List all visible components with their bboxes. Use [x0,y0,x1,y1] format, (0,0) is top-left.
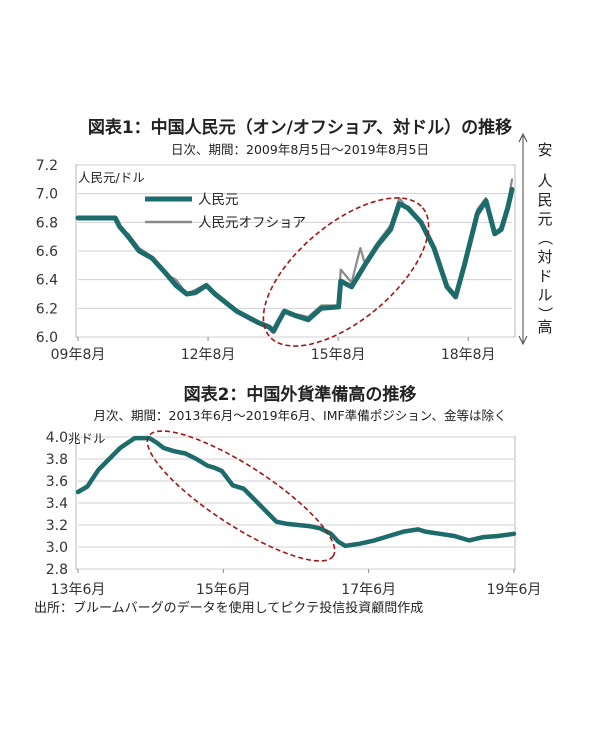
chart2-y-unit: 兆ドル [68,431,106,446]
side-arrow-down-head [518,335,528,346]
side-label-char: 対 [537,248,552,266]
x-tick-label: 15年6月 [196,582,251,598]
y-tick-label: 3.2 [46,518,68,534]
chart1: 図表1：中国人民元（オン/オフショア、対ドル）の推移 日次、期間：2009年8月… [36,117,554,363]
side-label-cheap: 安 [537,141,552,159]
y-tick-label: 3.8 [46,452,68,468]
y-tick-label: 6.0 [36,330,58,346]
series-line-onshore [75,186,515,334]
x-tick-label: 13年6月 [51,582,106,598]
side-label-char: 人 [537,172,552,190]
y-tick-label: 7.2 [36,158,58,174]
chart2-y-tick-labels: 2.8 3.0 3.2 3.4 3.6 3.8 4.0 [46,430,68,578]
chart2-x-tick-labels: 13年6月 15年6月 17年6月 19年6月 [51,569,542,598]
side-arrow-up-head [518,132,528,143]
chart2-title: 図表2：中国外貨準備高の推移 [184,384,417,405]
y-tick-label: 4.0 [46,430,68,446]
y-tick-label: 7.0 [36,187,58,203]
chart1-title: 図表1：中国人民元（オン/オフショア、対ドル）の推移 [88,117,512,138]
y-tick-label: 6.8 [36,215,58,231]
y-tick-label: 2.8 [46,562,68,578]
chart2-subtitle: 月次、期間：2013年6月～2019年6月、IMF準備ポジション、金等は除く [94,408,507,423]
chart1-highlight-ellipse [262,197,430,347]
y-tick-label: 3.4 [46,496,68,512]
side-label-expensive: 高 [537,318,552,336]
x-tick-label: 17年6月 [341,582,396,598]
chart1-legend: 人民元 人民元オフショア [145,192,306,231]
y-tick-label: 6.4 [36,273,58,289]
chart2-highlight-ellipse [146,430,336,562]
chart1-side-indicator: 安 人民元 （ 対ドル ） 高 [518,132,554,346]
side-label-char: 元 [537,210,552,228]
series-line-reserves [75,435,517,549]
x-tick-label: 09年8月 [51,347,106,363]
chart1-y-tick-labels: 6.0 6.2 6.4 6.6 6.8 7.0 7.2 [36,158,58,346]
x-tick-label: 18年8月 [441,347,496,363]
side-label-char: 民 [537,191,552,209]
source-note: 出所：ブルームバーグのデータを使用してピクテ投信投資顧問作成 [34,600,423,616]
chart1-x-tick-labels: 09年8月 12年8月 15年8月 18年8月 [51,337,496,363]
side-label-char: ル [537,286,552,304]
chart2: 図表2：中国外貨準備高の推移 月次、期間：2013年6月～2019年6月、IMF… [46,384,542,598]
side-label-char: ） [536,306,554,321]
y-tick-label: 6.2 [36,301,58,317]
y-tick-label: 6.6 [36,244,58,260]
x-tick-label: 15年8月 [311,347,366,363]
legend-label-offshore: 人民元オフショア [198,215,306,231]
chart2-gridlines [78,436,514,570]
chart1-series [75,178,515,334]
chart1-subtitle: 日次、期間：2009年8月5日～2019年8月5日 [171,142,429,157]
side-label-vertical: 人民元 （ 対ドル ） [536,172,554,322]
x-tick-label: 12年8月 [181,347,236,363]
side-label-char: ド [537,267,552,285]
x-tick-label: 19年6月 [487,582,542,598]
chart2-series [75,435,517,549]
side-label-char: （ [536,230,554,245]
y-tick-label: 3.6 [46,474,68,490]
y-tick-label: 3.0 [46,540,68,556]
chart1-y-unit: 人民元/ドル [78,170,145,185]
legend-label-onshore: 人民元 [198,192,239,208]
